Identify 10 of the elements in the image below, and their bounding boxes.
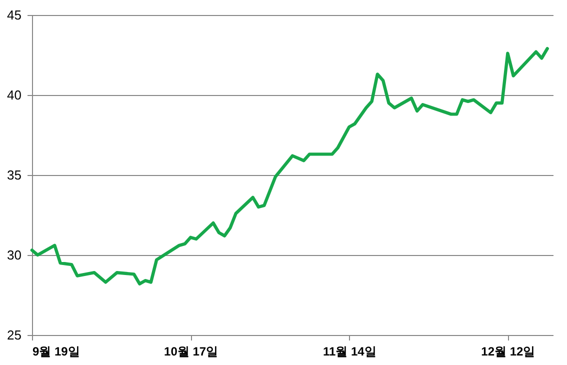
y-tick-label: 35 [7,168,22,182]
x-tick-label: 11월 14일 [322,344,376,358]
y-tick-label: 30 [7,248,22,262]
y-tick-label: 40 [7,88,22,102]
line-series [30,47,549,286]
y-tick-label: 25 [7,328,22,342]
x-tick-label: 12월 12일 [481,344,536,358]
x-tick-label: 10월 17일 [164,344,218,358]
y-tick-label: 45 [7,8,22,22]
x-tick-label: 9월 19일 [32,344,80,358]
